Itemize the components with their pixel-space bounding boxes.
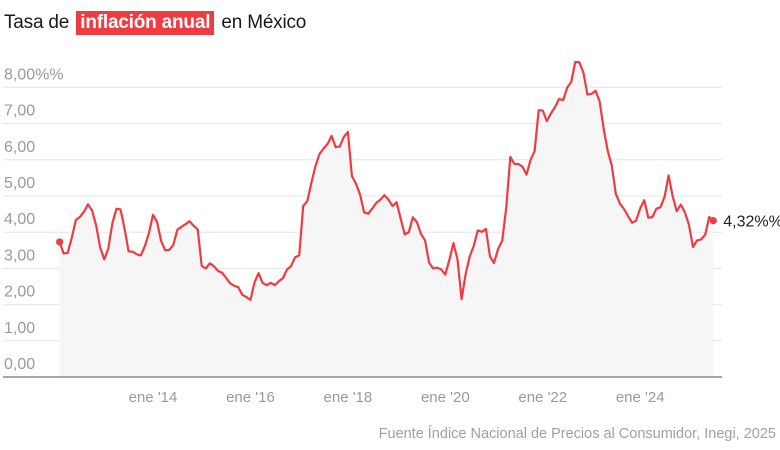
y-tick-label: 3,00 — [4, 247, 35, 264]
x-tick-label: ene '14 — [129, 389, 178, 406]
y-tick-label: 8,00%% — [4, 66, 64, 83]
y-tick-label: 0,00 — [4, 356, 35, 373]
y-tick-label: 7,00 — [4, 103, 35, 120]
x-tick-label: ene '24 — [616, 389, 665, 406]
title-suffix: en México — [221, 12, 307, 33]
y-tick-label: 5,00 — [4, 175, 35, 192]
area-fill — [59, 62, 714, 377]
title-highlight: inflación anual — [76, 11, 215, 35]
end-point-marker — [709, 217, 717, 225]
y-tick-label: 1,00 — [4, 320, 35, 337]
y-axis-ticks: 0,00 1,00 2,00 3,00 4,00 5,00 6,00 7,00 8,00%% — [4, 66, 64, 373]
x-tick-label: ene '22 — [518, 389, 567, 406]
inflation-series-line — [58, 61, 715, 301]
x-axis-ticks: ene '14 ene '16 ene '18 ene '20 ene '22 ene '… — [129, 389, 665, 406]
start-point-marker — [56, 238, 64, 246]
chart-title: Tasa de inflación anual en México — [4, 11, 307, 35]
x-tick-label: ene '16 — [226, 389, 275, 406]
x-tick-label: ene '18 — [324, 389, 373, 406]
end-value-label: 4,32%% — [723, 214, 780, 231]
x-tick-label: ene '20 — [421, 389, 470, 406]
source-note: Fuente Índice Nacional de Precios al Con… — [378, 426, 776, 442]
inflation-line-chart: 0,00 1,00 2,00 3,00 4,00 5,00 6,00 7,00 8,00%% e… — [3, 61, 780, 406]
title-prefix: Tasa de — [4, 12, 70, 33]
y-tick-label: 4,00 — [4, 211, 35, 228]
y-tick-label: 6,00 — [4, 139, 35, 156]
y-tick-label: 2,00 — [4, 284, 35, 301]
